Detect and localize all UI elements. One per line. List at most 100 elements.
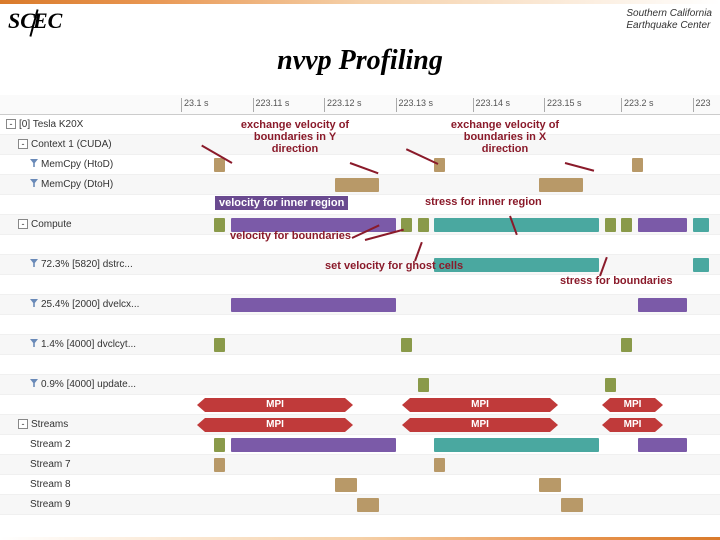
filter-icon [30,299,38,307]
timeline-row[interactable] [170,315,720,335]
timeline-bar[interactable] [638,298,688,312]
tree-toggle-icon[interactable]: - [18,219,28,229]
tree-row[interactable] [0,355,170,375]
timeline-bar[interactable] [401,338,412,352]
timeline-row[interactable] [170,295,720,315]
tree-row[interactable]: MemCpy (DtoH) [0,175,170,195]
timeline-bar[interactable] [434,158,445,172]
timeline-bar[interactable] [693,218,710,232]
timeline-row[interactable] [170,175,720,195]
tree-row[interactable] [0,235,170,255]
timeline-bar[interactable] [561,498,583,512]
tree-label: Context 1 (CUDA) [31,139,112,150]
timeline-bar[interactable] [214,218,225,232]
timeline-bar[interactable] [418,218,429,232]
timeline-bar[interactable] [418,378,429,392]
mpi-arrow: MPI [610,418,655,432]
timeline-row[interactable] [170,475,720,495]
tree-row[interactable] [0,395,170,415]
tree-row[interactable]: -Compute [0,215,170,235]
org-label: Southern California Earthquake Center [626,8,712,32]
timeline-bar[interactable] [638,218,688,232]
timeline-row[interactable] [170,215,720,235]
tree-row[interactable]: Stream 2 [0,435,170,455]
timeline-bar[interactable] [357,498,379,512]
tree-label: [0] Tesla K20X [19,119,83,130]
timeline-bar[interactable] [434,218,599,232]
timeline-bar[interactable] [539,178,583,192]
timeline-bar[interactable] [621,218,632,232]
timeline-bar[interactable] [214,338,225,352]
timeline-bar[interactable] [632,158,643,172]
mpi-arrow: MPI [610,398,655,412]
tree-row[interactable]: Stream 7 [0,455,170,475]
tree-label: 0.9% [4000] update... [41,379,136,390]
timeline-bar[interactable] [539,478,561,492]
timeline-bar[interactable] [638,438,688,452]
timeline-row[interactable] [170,455,720,475]
tree-row[interactable] [0,275,170,295]
timeline-bar[interactable] [214,438,225,452]
timeline-row[interactable] [170,355,720,375]
tree-toggle-icon[interactable]: - [6,119,16,129]
tree-label: Compute [31,219,72,230]
tree-row[interactable]: -Context 1 (CUDA) [0,135,170,155]
time-tick: 223.14 s [473,98,511,112]
timeline-bar[interactable] [231,298,396,312]
tree-row[interactable]: -[0] Tesla K20X [0,115,170,135]
tree-row[interactable]: 72.3% [5820] dstrc... [0,255,170,275]
timeline-bar[interactable] [214,158,225,172]
tree-toggle-icon[interactable]: - [18,139,28,149]
tree-row[interactable]: 25.4% [2000] dvelcx... [0,295,170,315]
timeline-row[interactable] [170,375,720,395]
tree-row[interactable]: 1.4% [4000] dvclcyt... [0,335,170,355]
timeline-bar[interactable] [214,458,225,472]
mpi-arrow: MPI [205,418,345,432]
tree-toggle-icon[interactable]: - [18,419,28,429]
timeline-row[interactable] [170,115,720,135]
scec-logo: SCEC [8,8,62,37]
time-ruler: 23.1 s223.11 s223.12 s223.13 s223.14 s22… [170,95,720,115]
tree-row[interactable] [0,315,170,335]
timeline-area[interactable]: 23.1 s223.11 s223.12 s223.13 s223.14 s22… [170,95,720,515]
tree-label: 72.3% [5820] dstrc... [41,259,133,270]
tree-row[interactable]: Stream 8 [0,475,170,495]
tree-label: Stream 8 [30,479,71,490]
tree-label: Stream 2 [30,439,71,450]
timeline-row[interactable] [170,335,720,355]
timeline-row[interactable] [170,495,720,515]
tree-label: Stream 9 [30,499,71,510]
timeline-bar[interactable] [335,478,357,492]
timeline-bar[interactable] [434,458,445,472]
tree-row[interactable]: Stream 9 [0,495,170,515]
timeline-row[interactable] [170,255,720,275]
time-tick: 223.12 s [324,98,362,112]
tree-row[interactable]: 0.9% [4000] update... [0,375,170,395]
timeline-row[interactable] [170,135,720,155]
mpi-arrow: MPI [410,398,550,412]
tree-label: 25.4% [2000] dvelcx... [41,299,139,310]
page-title: nvvp Profiling [0,45,720,77]
timeline-bar[interactable] [335,178,379,192]
nvvp-profiler-view: -[0] Tesla K20X-Context 1 (CUDA)MemCpy (… [0,95,720,515]
tree-row[interactable]: MemCpy (HtoD) [0,155,170,175]
timeline-bar[interactable] [605,218,616,232]
tree-row[interactable] [0,195,170,215]
timeline-bar[interactable] [605,378,616,392]
timeline-row[interactable] [170,155,720,175]
tree-label: Streams [31,419,68,430]
time-tick: 223.2 s [621,98,654,112]
timeline-bar[interactable] [434,438,599,452]
mpi-arrow: MPI [410,418,550,432]
tree-row[interactable]: -Streams [0,415,170,435]
timeline-bar[interactable] [693,258,710,272]
tree-label: MemCpy (DtoH) [41,179,113,190]
timeline-bar[interactable] [231,438,396,452]
timeline-row[interactable] [170,275,720,295]
timeline-row[interactable] [170,235,720,255]
timeline-row[interactable] [170,195,720,215]
timeline-bar[interactable] [621,338,632,352]
time-tick: 223.11 s [253,98,290,112]
timeline-bar[interactable] [434,258,599,272]
timeline-row[interactable] [170,435,720,455]
